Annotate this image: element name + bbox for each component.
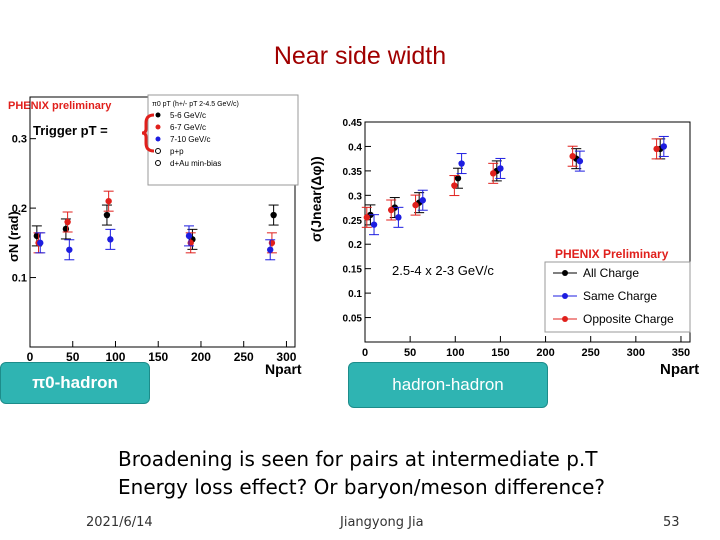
x-tick-label: 300 [627,347,645,359]
data-point-all-charge [454,175,462,182]
y-tick-label: 0.2 [12,203,27,215]
data-point-opposite-charge [569,153,576,160]
data-point-6-7-gev/c [268,239,276,247]
x-tick-label: 250 [582,347,600,359]
y-tick-label: 0.1 [348,289,362,300]
data-point-opposite-charge [412,201,419,209]
bullet-1: Broadening is seen for pairs at intermed… [118,447,598,471]
y-tick-label: 0.3 [348,191,362,202]
data-point-6-7-gev/c [105,197,112,205]
data-point-opposite-charge [451,182,458,189]
left-legend-header: π0 pT (h+/- pT 2-4.5 GeV/c) [152,101,239,108]
data-point-same-charge [419,197,426,204]
right-legend-box [544,261,691,333]
legend-marker [155,160,161,166]
data-point-7-10-gev/c [66,246,73,253]
x-tick-label: 0 [27,350,34,364]
legend-label: 6-7 GeV/c [170,123,206,132]
x-tick-label: 300 [276,350,296,364]
data-point-same-charge [370,221,378,228]
x-tick-label: 50 [66,350,80,364]
right-plot: σ(Jnear(Δφ)) 0 50 100 150 200 250 300 350 0.05 0.… [305,92,710,382]
footer-author: Jiangyong Jia [340,515,424,530]
right-plot-ylabel: σ(Jnear(Δφ)) [308,156,324,242]
legend-label: Opposite Charge [583,312,674,326]
x-tick-label: 200 [191,350,211,364]
data-point-7-10-gev/c [37,239,44,247]
x-tick-label: 150 [491,347,509,359]
legend-label: 7-10 GeV/c [170,135,210,144]
trigger-brace [141,113,155,153]
data-point-5-6-gev/c [33,232,41,240]
y-tick-label: 0.2 [348,240,362,251]
y-tick-label: 0.05 [343,314,363,325]
x-tick-label: 100 [105,350,125,364]
legend-label: d+Au min-bias [170,159,221,168]
data-point-same-charge [576,157,584,165]
x-tick-label: 0 [362,347,368,359]
data-point-opposite-charge [387,206,395,214]
legend-marker [155,136,161,142]
right-plot-svg: σ(Jnear(Δφ)) 0 50 100 150 200 250 300 350 0.05 0.… [308,118,699,378]
y-tick-label: 0.4 [348,142,362,153]
x-tick-label: 100 [446,347,464,359]
data-point-7-10-gev/c [107,236,114,243]
data-point-7-10-gev/c [185,232,193,240]
data-point-6-7-gev/c [187,239,194,247]
left-plot-xlabel: Npart [265,361,302,377]
legend-marker [562,293,568,299]
left-plot-svg: PHENIX preliminary σN (rad) 0 50 100 150 200… [6,94,302,377]
data-point-same-charge [660,143,668,150]
data-point-5-6-gev/c [62,225,70,233]
x-tick-label: 250 [234,350,254,364]
y-tick-label: 0.15 [343,265,363,276]
data-point-6-7-gev/c [64,218,71,226]
right-plot-xlabel: Npart [660,361,699,378]
y-tick-label: 0.1 [12,273,27,285]
legend-marker [562,270,568,276]
data-point-5-6-gev/c [103,211,111,219]
data-point-opposite-charge [363,214,371,221]
legend-marker [562,316,568,322]
legend-label: Same Charge [583,289,657,303]
footer-date: 2021/6/14 [86,515,153,530]
trigger-label: Trigger pT = [33,123,108,138]
hadron-hadron-tag: hadron-hadron [348,362,548,408]
left-plot: PHENIX preliminary σN (rad) 0 50 100 150 200… [0,92,305,382]
x-tick-label: 350 [672,347,690,359]
legend-label: All Charge [583,266,639,280]
left-plot-ylabel: σN (rad) [6,211,21,262]
data-point-5-6-gev/c [270,211,277,219]
legend-marker [155,112,161,118]
y-tick-label: 0.35 [343,167,363,178]
data-point-same-charge [497,165,504,172]
x-tick-label: 150 [148,350,168,364]
y-tick-label: 0.45 [343,118,363,129]
right-plot-annotation: 2.5-4 x 2-3 GeV/c [392,263,494,278]
data-point-opposite-charge [489,170,497,177]
left-plot-title: PHENIX preliminary [8,100,112,112]
y-tick-label: 0.25 [343,216,363,227]
x-tick-label: 50 [404,347,416,359]
data-point-same-charge [458,160,465,167]
footer-page: 53 [663,515,680,530]
pi0-hadron-tag: π0-hadron [0,362,150,404]
slide-title: Near side width [273,42,447,70]
legend-marker [155,148,161,154]
left-legend-box [147,94,299,186]
right-plot-title: PHENIX Preliminary [555,247,669,261]
y-tick-label: 0.3 [12,134,27,146]
right-plot-frame [364,121,691,343]
legend-label: 5-6 GeV/c [170,111,206,120]
data-point-7-10-gev/c [267,246,274,253]
data-point-opposite-charge [653,145,660,153]
bullet-2: Energy loss effect? Or baryon/meson diff… [118,475,606,499]
legend-label: p+p [170,147,184,156]
x-tick-label: 200 [536,347,554,359]
legend-marker [155,124,161,130]
data-point-same-charge [395,214,402,221]
